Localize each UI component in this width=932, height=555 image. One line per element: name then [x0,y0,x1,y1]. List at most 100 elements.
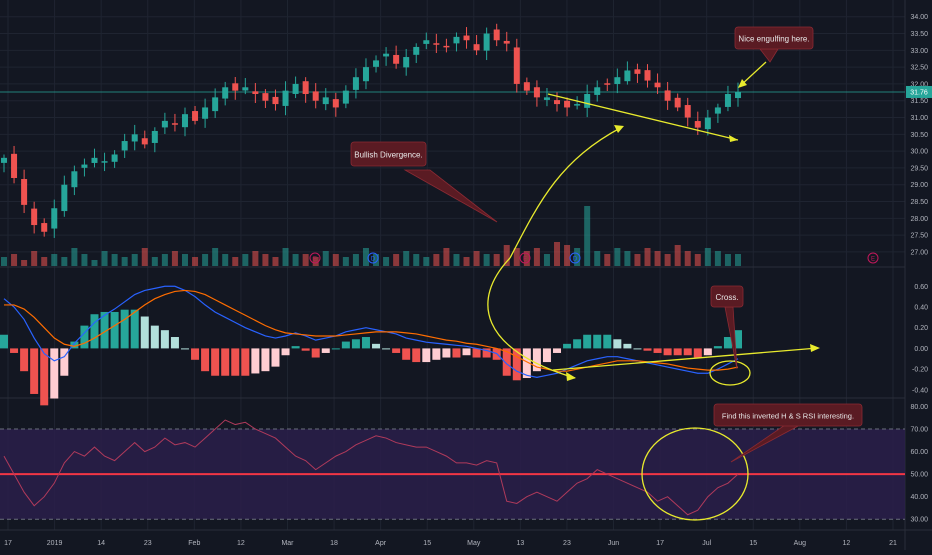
volume-bar [322,251,329,266]
price-trendline[interactable] [547,93,739,141]
x-tick-label: May [467,540,481,547]
volume-bar [61,257,68,266]
macd-histogram-bar [623,343,632,349]
engulfing-callout-box[interactable] [734,26,814,50]
divergence-arrow-curve[interactable] [509,126,623,259]
candle-body [272,96,279,105]
candle-body [111,154,118,162]
event-marker-label: E [523,257,527,263]
candle-body [181,114,188,128]
volume-bar [51,254,58,266]
trendline-arrowhead [729,135,738,142]
candle-body [352,77,359,90]
divergence-callout-box[interactable] [350,141,427,167]
candle-body [624,70,631,82]
volume-bar [171,251,178,266]
volume-bar [121,257,128,266]
divergence-loop-curve[interactable] [487,257,576,379]
volume-bar [101,251,108,266]
candle-body [362,67,369,82]
macd-histogram-bar [311,348,320,358]
macd-histogram-bar [110,311,119,349]
x-tick-label: Feb [188,540,200,547]
macd-histogram-bar [402,348,411,360]
y-tick-label: 32.00 [910,81,928,88]
candle-body [644,70,651,81]
time-axis[interactable]: 17 2019 14 23 Feb 12 Mar 18 Apr 15 May 13 23 Jun 17 Jul… [4,540,897,547]
divergence-callout-text: Bullish Divergence. [354,151,422,160]
candle-body [413,46,420,55]
macd-histogram-bar [502,348,511,376]
event-marker-dividend [569,252,581,264]
volume-bar [212,248,219,266]
y-tick-label: 30.00 [910,517,928,524]
candle-body [11,153,18,178]
candle-body [543,97,550,100]
volume-bar [493,254,500,266]
user-drawings[interactable] [487,61,820,521]
volume-bar [202,254,209,266]
volume-bar [312,257,319,266]
cross-circle[interactable] [709,360,751,386]
macd-histogram-bar [583,334,592,349]
macd-histogram-bar [593,334,602,349]
volume-bar [181,254,188,266]
macd-histogram-bar [261,348,270,372]
macd-histogram-bar [301,348,310,351]
y-tick-label: 32.50 [910,65,928,72]
macd-histogram-bar [663,348,672,356]
candle-body [704,117,711,130]
volume-bar [564,245,571,266]
macd-histogram-bar [532,348,541,372]
volume-bar [71,248,78,266]
macd-histogram-bar [512,348,521,381]
macd-histogram-bar [191,348,200,360]
candle-body [654,82,661,88]
candle-body [282,90,289,106]
macd-histogram-bar [392,348,401,353]
candle-body [212,97,219,112]
rsi-hs-circle[interactable] [641,427,749,521]
candle-body [332,99,339,108]
x-tick-label: 23 [144,540,152,547]
cross-callout-box[interactable] [710,285,744,308]
candle-body [724,94,731,107]
y-tick-label: 0.60 [914,284,928,291]
macd-histogram-bar [60,348,69,376]
candle-body [674,97,681,108]
volume-bar [513,248,520,266]
event-marker-label: D [371,257,376,263]
annotation-callouts: Bullish Divergence. Nice engulfing here.… [350,26,863,463]
rsi-callout-box[interactable] [713,403,863,427]
volume-bar [252,251,259,266]
y-tick-label: 31.50 [910,98,928,105]
macd-trendline[interactable] [552,347,819,371]
macd-histogram-bar [70,341,79,349]
macd-histogram-bar [522,348,531,379]
x-tick-label: 15 [423,540,431,547]
macd-histogram-bar [734,330,742,349]
volume-bar [11,254,18,266]
macd-histogram-bar [603,334,612,349]
price-axis[interactable]: 34.00 33.50 33.00 32.50 32.00 31.50 31.00 30.50… [910,14,928,524]
y-tick-label: 31.00 [910,115,928,122]
divergence-arrowhead [614,125,624,133]
x-tick-label: 2019 [47,540,63,547]
macd-histogram-bar [221,348,230,376]
candle-body [433,43,440,45]
candle-body [735,91,741,99]
candle-body [71,171,78,188]
cross-callout-text: Cross. [715,293,738,302]
volume-bars [1,206,741,266]
candle-body [21,179,28,205]
volume-bar [131,254,138,266]
candle-body [322,97,329,105]
volume-bar [362,248,369,266]
event-marker-earnings [867,252,879,264]
x-tick-label: 15 [749,540,757,547]
macd-histogram-bar [693,348,702,358]
candlestick-series [1,23,741,238]
candle-body [101,161,108,163]
